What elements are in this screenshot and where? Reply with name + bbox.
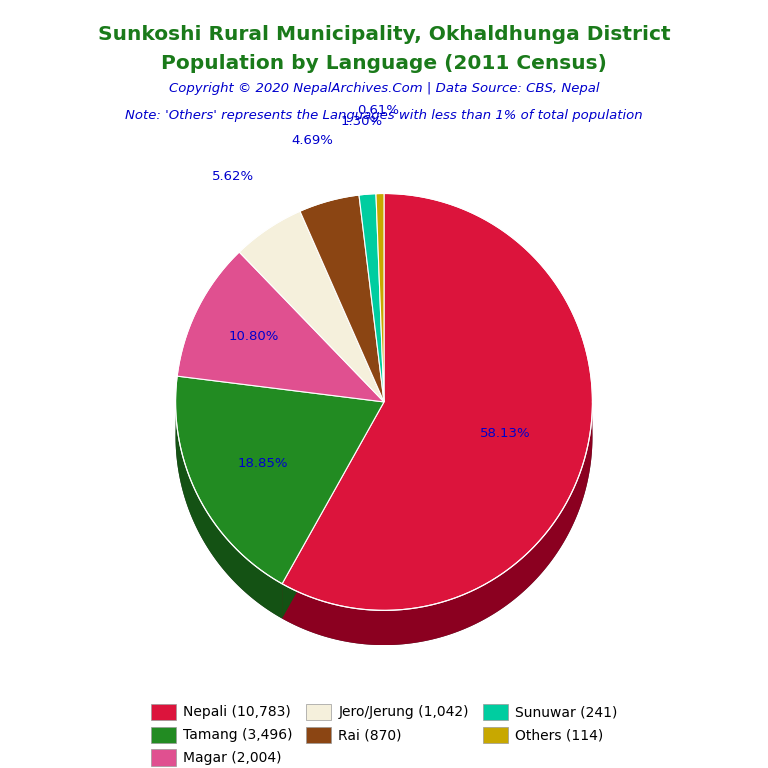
Polygon shape [376, 194, 384, 402]
Polygon shape [176, 228, 592, 645]
Polygon shape [282, 402, 384, 618]
Polygon shape [282, 194, 592, 611]
Text: 4.69%: 4.69% [291, 134, 333, 147]
Text: Note: 'Others' represents the Languages with less than 1% of total population: Note: 'Others' represents the Languages … [125, 109, 643, 122]
Text: 5.62%: 5.62% [212, 170, 254, 184]
Text: 10.80%: 10.80% [228, 330, 279, 343]
Polygon shape [239, 211, 384, 402]
Text: 0.61%: 0.61% [357, 104, 399, 117]
Polygon shape [282, 398, 592, 645]
Legend: Nepali (10,783), Tamang (3,496), Magar (2,004), Jero/Jerung (1,042), Rai (870), : Nepali (10,783), Tamang (3,496), Magar (… [147, 700, 621, 768]
Polygon shape [282, 402, 384, 618]
Polygon shape [300, 195, 384, 402]
Text: 18.85%: 18.85% [238, 456, 288, 469]
Text: 58.13%: 58.13% [480, 427, 531, 440]
Text: Copyright © 2020 NepalArchives.Com | Data Source: CBS, Nepal: Copyright © 2020 NepalArchives.Com | Dat… [169, 82, 599, 95]
Polygon shape [176, 399, 282, 618]
Polygon shape [176, 376, 384, 584]
Text: 1.30%: 1.30% [341, 115, 382, 128]
Polygon shape [177, 252, 384, 402]
Text: Sunkoshi Rural Municipality, Okhaldhunga District: Sunkoshi Rural Municipality, Okhaldhunga… [98, 25, 670, 44]
Text: Population by Language (2011 Census): Population by Language (2011 Census) [161, 54, 607, 73]
Polygon shape [359, 194, 384, 402]
